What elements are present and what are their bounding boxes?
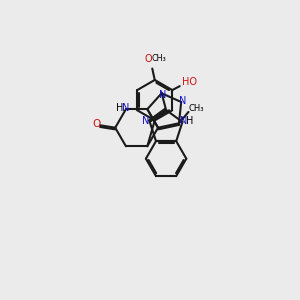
Text: O: O: [92, 119, 100, 129]
Text: N: N: [180, 116, 188, 126]
Text: HO: HO: [182, 77, 197, 87]
Text: N: N: [142, 116, 150, 126]
Text: H: H: [116, 103, 124, 113]
Text: CH₃: CH₃: [188, 104, 204, 113]
Text: N: N: [179, 96, 186, 106]
Text: O: O: [145, 54, 153, 64]
Text: H: H: [187, 116, 194, 126]
Text: N: N: [159, 90, 166, 100]
Text: N: N: [122, 103, 129, 113]
Text: CH₃: CH₃: [152, 54, 167, 63]
